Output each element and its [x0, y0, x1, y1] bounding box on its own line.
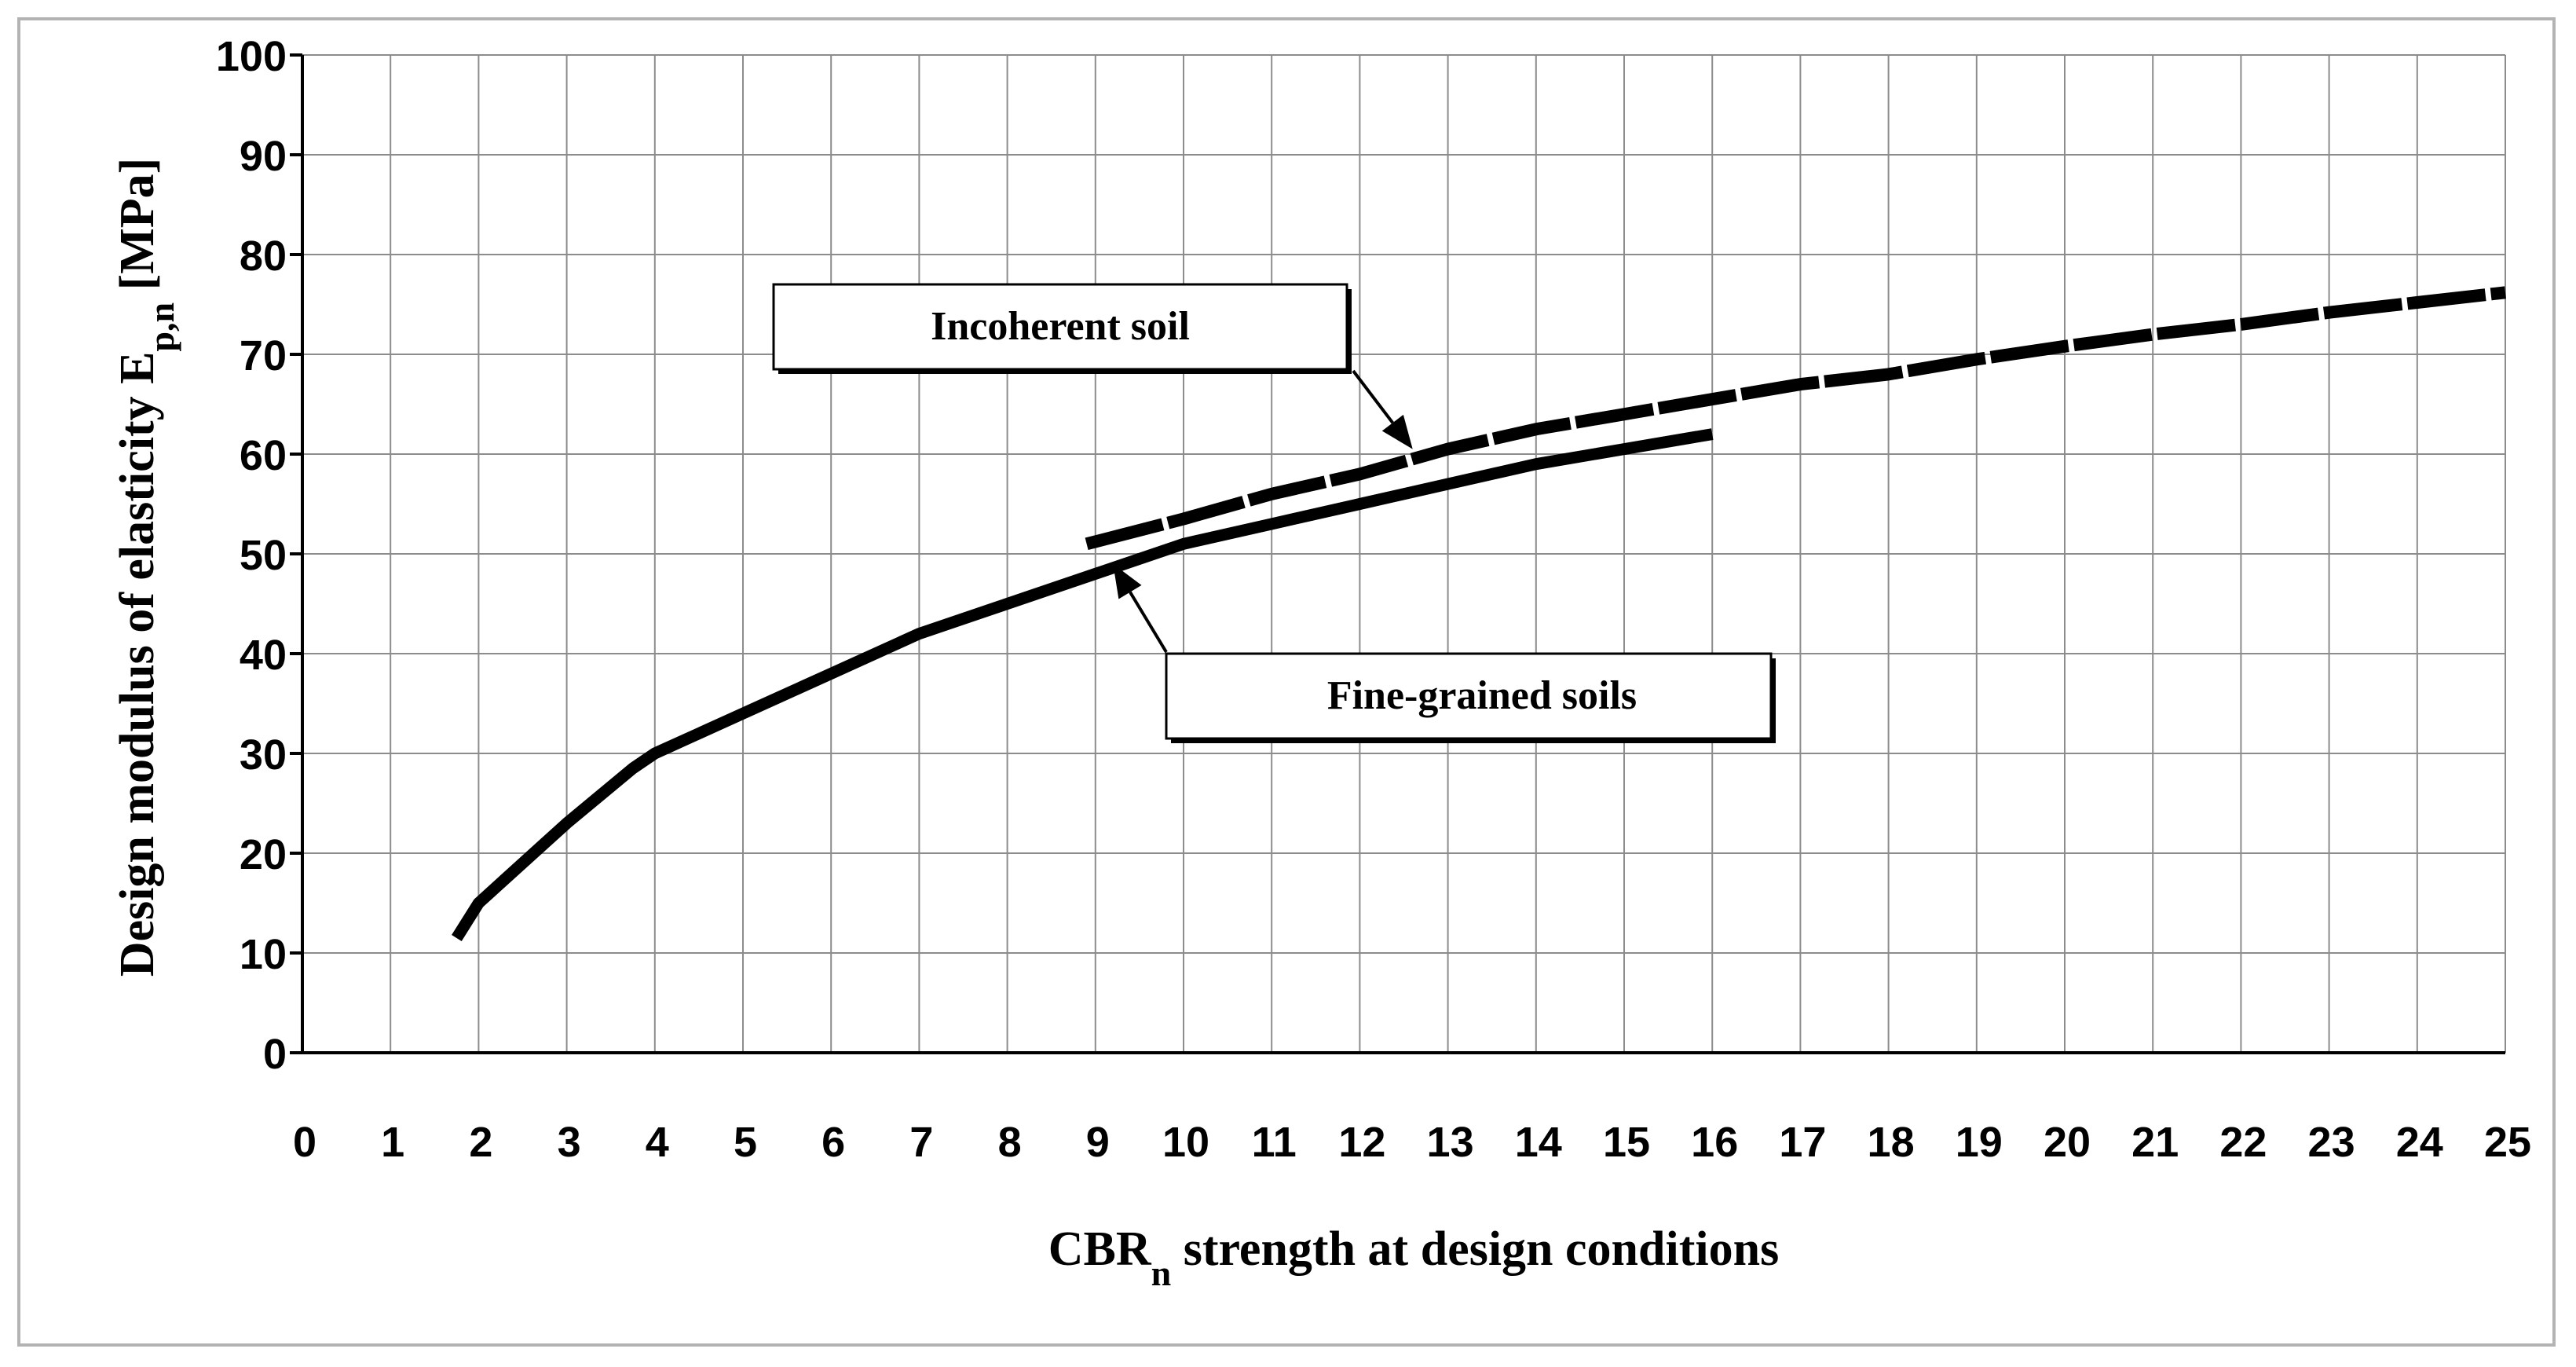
- x-axis-title: CBRn strength at design conditions: [1048, 1222, 1779, 1293]
- x-tick-label: 18: [1868, 1119, 1915, 1166]
- annotation-label-fine-grained-soils: Fine-grained soils: [1327, 673, 1637, 718]
- y-tick-label: 20: [240, 831, 287, 878]
- x-tick-label: 14: [1515, 1119, 1562, 1166]
- annotations: Incoherent soil Fine-grained soils: [772, 283, 1776, 743]
- y-tick-label: 90: [240, 133, 287, 180]
- y-tick-label: 50: [240, 532, 287, 579]
- y-tick-label: 30: [240, 731, 287, 779]
- x-tick-label: 11: [1252, 1119, 1297, 1166]
- x-tick-label: 13: [1427, 1119, 1474, 1166]
- x-tick-label: 23: [2308, 1119, 2355, 1166]
- y-tick-label: 40: [240, 632, 287, 679]
- x-tick-label: 17: [1779, 1119, 1826, 1166]
- annotation-leader-fine-grained-soils: [1129, 591, 1168, 654]
- x-tick-label: 5: [734, 1119, 757, 1166]
- y-tick-label: 100: [216, 33, 287, 80]
- annotation-arrowhead-fine-grained-soils: [1113, 563, 1142, 599]
- annotation-arrowhead-incoherent-soil: [1381, 414, 1413, 449]
- y-tick-label: 0: [263, 1031, 287, 1078]
- x-tick-label: 0: [293, 1119, 317, 1166]
- x-tick-label: 19: [1956, 1119, 2003, 1166]
- annotation-leader-incoherent-soil: [1352, 369, 1394, 424]
- x-tick-label: 12: [1338, 1119, 1385, 1166]
- x-tick-label: 8: [998, 1119, 1022, 1166]
- series-line-incoherent-soil: [1085, 286, 2506, 551]
- chart-frame: [17, 17, 2556, 1347]
- x-tick-label: 15: [1603, 1119, 1650, 1166]
- x-tick-label: 1: [381, 1119, 404, 1166]
- x-tick-label: 24: [2396, 1119, 2443, 1166]
- grid: [302, 54, 2506, 1054]
- annotation-label-incoherent-soil: Incoherent soil: [931, 304, 1190, 349]
- y-tick-label: 70: [240, 332, 287, 379]
- y-tick-label: 80: [240, 233, 287, 280]
- x-tick-label: 20: [2044, 1119, 2091, 1166]
- axes: [290, 53, 2505, 1054]
- x-tick-label: 10: [1162, 1119, 1209, 1166]
- x-tick-label: 6: [821, 1119, 845, 1166]
- x-tick-label: 16: [1691, 1119, 1738, 1166]
- series: [452, 286, 2506, 941]
- x-tick-label: 4: [646, 1119, 669, 1166]
- series-line-fine-grained-soils: [452, 428, 1714, 941]
- annotation-box-fine-grained-soils: [1165, 652, 1773, 740]
- x-tick-label: 3: [558, 1119, 581, 1166]
- y-axis-title: Design modulus of elasticity Ep,n [MPa]: [111, 158, 181, 977]
- y-tick-label: 60: [240, 432, 287, 479]
- x-tick-label: 2: [469, 1119, 492, 1166]
- x-tick-label: 7: [909, 1119, 933, 1166]
- x-tick-label: 25: [2484, 1119, 2531, 1166]
- annotation-box-incoherent-soil: [772, 283, 1348, 371]
- x-tick-label: 22: [2219, 1119, 2267, 1166]
- x-tick-label: 9: [1086, 1119, 1110, 1166]
- x-tick-label: 21: [2131, 1119, 2179, 1166]
- y-tick-label: 10: [240, 931, 287, 978]
